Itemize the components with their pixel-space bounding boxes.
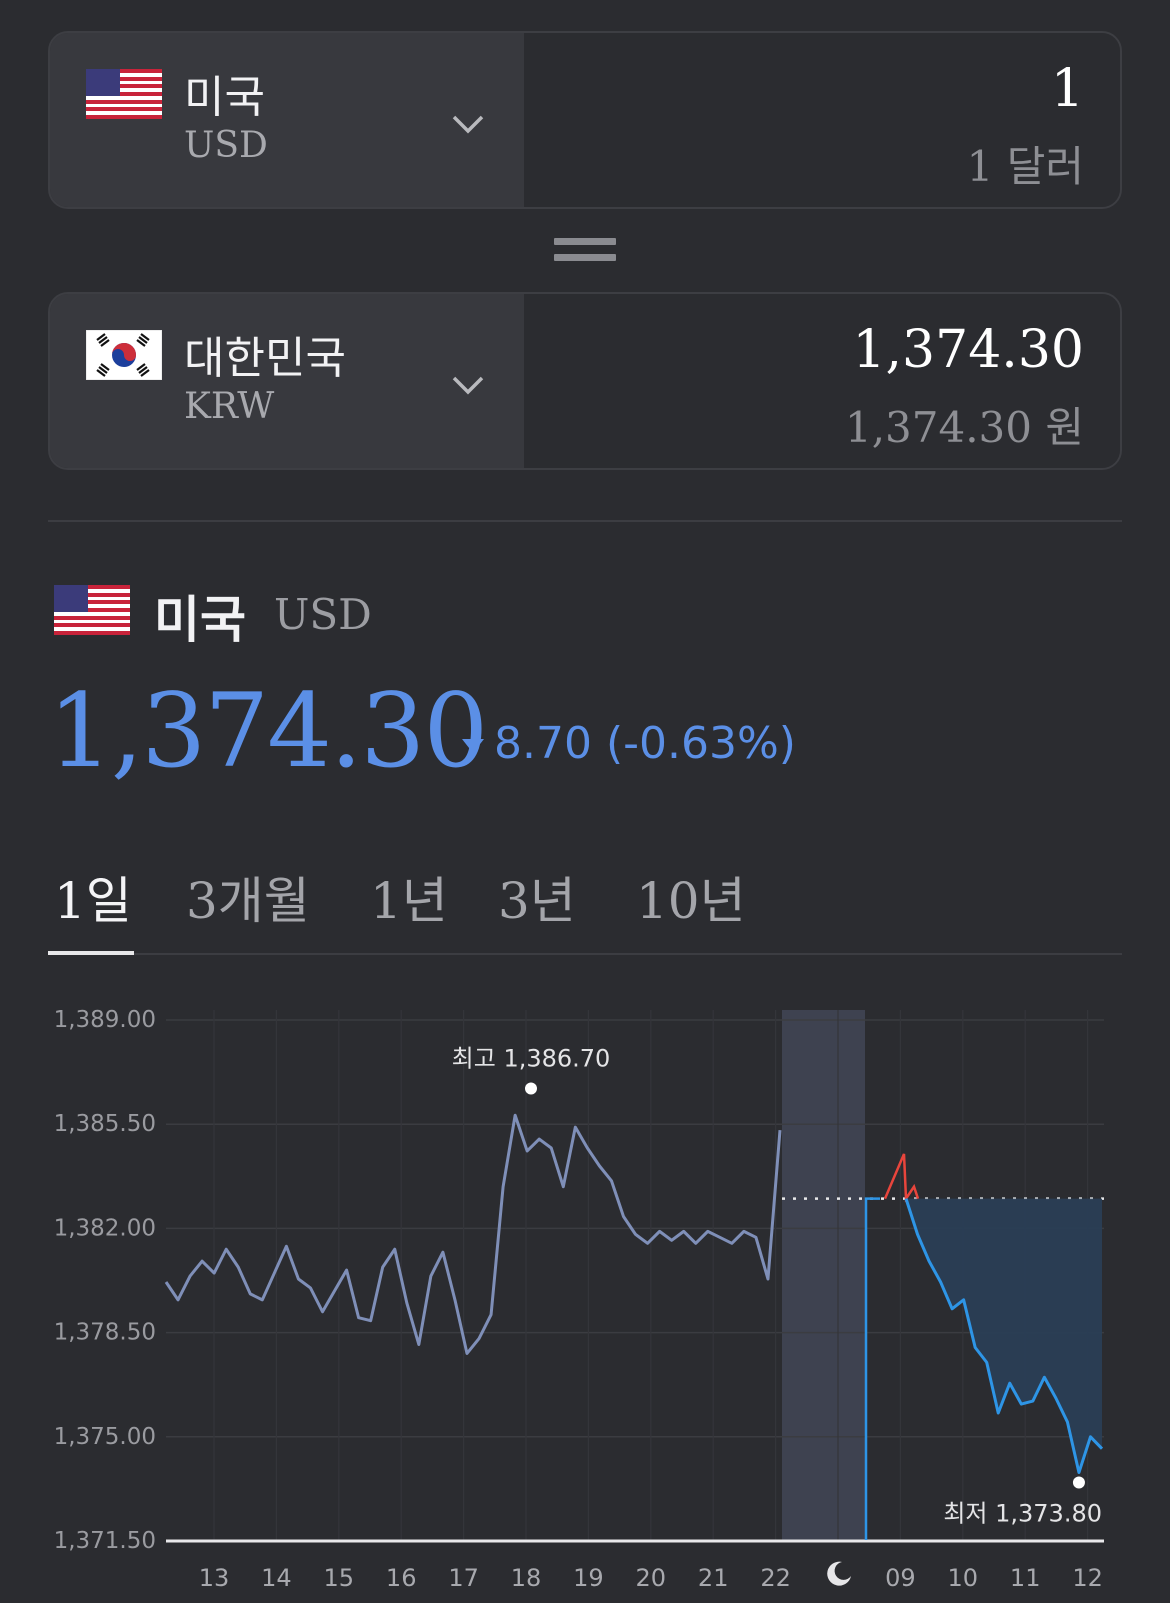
to-currency-code: KRW bbox=[184, 386, 275, 427]
chevron-down-icon[interactable] bbox=[448, 364, 488, 404]
rate-chart[interactable]: 1,389.00 1,385.50 1,382.00 1,378.50 1,375.00… bbox=[0, 990, 1170, 1603]
kr-flag-icon bbox=[86, 330, 162, 380]
to-amount-field[interactable]: 1,374.30 1,374.30 원 bbox=[526, 294, 1120, 468]
low-marker bbox=[1072, 1476, 1085, 1489]
exchange-rate: 1,374.30 bbox=[48, 672, 488, 791]
to-currency-select[interactable]: 대한민국 KRW bbox=[50, 294, 526, 468]
x-tick-label: 10 bbox=[948, 1564, 979, 1592]
info-currency-code: USD bbox=[274, 590, 372, 639]
from-currency-row: 미국 USD 1 1 달러 bbox=[48, 31, 1122, 209]
spike-line bbox=[883, 1153, 920, 1203]
x-tick-label: 21 bbox=[698, 1564, 729, 1592]
x-tick-label: 22 bbox=[760, 1564, 791, 1592]
rate-change: 8.70 (-0.63%) bbox=[462, 718, 796, 769]
y-tick-label: 1,382.00 bbox=[54, 1215, 156, 1241]
x-tick-label: 15 bbox=[324, 1564, 355, 1592]
tab-1d[interactable]: 1일 bbox=[54, 872, 132, 930]
period-tabs: 1일 3개월 1년 3년 10년 bbox=[48, 855, 1122, 955]
history-line bbox=[164, 1113, 782, 1355]
y-tick-label: 1,375.00 bbox=[54, 1424, 156, 1450]
x-tick-label: 19 bbox=[573, 1564, 604, 1592]
x-tick-label: 13 bbox=[199, 1564, 230, 1592]
from-amount-value: 1 bbox=[1050, 59, 1084, 119]
x-tick-label: 12 bbox=[1072, 1564, 1103, 1592]
y-tick-label: 1,371.50 bbox=[54, 1528, 156, 1554]
active-tab-indicator bbox=[48, 951, 134, 955]
from-currency-select[interactable]: 미국 USD bbox=[50, 33, 526, 207]
info-currency-name: 미국 bbox=[154, 591, 246, 649]
tab-3y[interactable]: 3년 bbox=[498, 872, 576, 930]
y-tick-label: 1,389.00 bbox=[54, 1007, 156, 1033]
x-tick-label: 09 bbox=[885, 1564, 916, 1592]
rate-change-value: 8.70 (-0.63%) bbox=[494, 718, 796, 769]
from-amount-words: 1 달러 bbox=[966, 142, 1084, 191]
from-currency-name: 미국 bbox=[184, 72, 265, 123]
equals-icon bbox=[554, 238, 616, 268]
to-amount-value: 1,374.30 bbox=[852, 320, 1084, 380]
x-tick-label: 14 bbox=[261, 1564, 292, 1592]
down-arrow-icon bbox=[462, 738, 484, 753]
tab-3m[interactable]: 3개월 bbox=[186, 872, 310, 930]
us-flag-icon bbox=[54, 585, 130, 635]
x-tick-label: 16 bbox=[386, 1564, 417, 1592]
x-tick-label: 17 bbox=[448, 1564, 479, 1592]
moon-icon bbox=[827, 1561, 851, 1586]
us-flag-icon bbox=[86, 69, 162, 119]
tab-1y[interactable]: 1년 bbox=[370, 872, 448, 930]
from-amount-field[interactable]: 1 1 달러 bbox=[526, 33, 1120, 207]
high-marker bbox=[525, 1082, 537, 1095]
high-label: 최고 1,386.70 bbox=[452, 1044, 611, 1072]
y-tick-label: 1,385.50 bbox=[54, 1111, 156, 1137]
section-divider bbox=[48, 520, 1122, 522]
y-tick-label: 1,378.50 bbox=[54, 1320, 156, 1346]
chevron-down-icon[interactable] bbox=[448, 103, 488, 143]
x-tick-label: 20 bbox=[636, 1564, 667, 1592]
to-amount-words: 1,374.30 원 bbox=[844, 403, 1084, 452]
to-currency-row: 대한민국 KRW 1,374.30 1,374.30 원 bbox=[48, 292, 1122, 470]
tab-10y[interactable]: 10년 bbox=[636, 872, 746, 930]
x-tick-label: 18 bbox=[511, 1564, 542, 1592]
x-tick-label: 11 bbox=[1010, 1564, 1041, 1592]
open-line bbox=[864, 1197, 880, 1540]
low-label: 최저 1,373.80 bbox=[943, 1500, 1102, 1528]
below-close-area bbox=[906, 1198, 1102, 1473]
today-line bbox=[904, 1198, 1104, 1475]
from-currency-code: USD bbox=[184, 125, 268, 166]
to-currency-name: 대한민국 bbox=[184, 333, 346, 384]
market-closed-band bbox=[782, 1010, 865, 1541]
